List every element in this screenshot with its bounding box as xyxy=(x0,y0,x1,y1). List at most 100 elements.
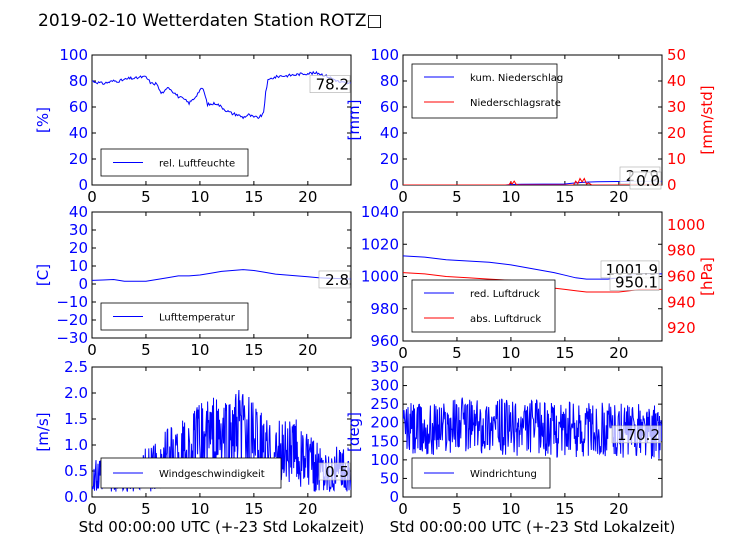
x-tick-label: 15 xyxy=(244,341,263,359)
y-tick-label: 50 xyxy=(380,469,399,487)
last-value-label-box xyxy=(318,270,351,289)
y-tick-label: 20 xyxy=(69,150,88,168)
y-axis-label: [mm] xyxy=(345,100,363,141)
y-tick-label: 100 xyxy=(370,451,399,469)
x-tick-label: 5 xyxy=(141,500,151,518)
legend-label: kum. Niederschlag xyxy=(470,73,563,84)
y-axis-label: [m/s] xyxy=(34,412,52,451)
y-tick-label: 1040 xyxy=(361,203,399,221)
y-axis-label: [deg] xyxy=(345,412,363,452)
panel-pressure: 960 980 1000 1020 1040 920 940 960 980 1000 0 5 10 15… xyxy=(361,203,716,362)
y-tick-label: 0.5 xyxy=(64,462,88,480)
y-tick-label: 1.0 xyxy=(64,436,88,454)
y-tick-label: 60 xyxy=(69,98,88,116)
y-tick-label: 20 xyxy=(380,150,399,168)
y-tick-label: 350 xyxy=(370,358,399,376)
y-right-axis-label: [mm/std] xyxy=(698,85,716,154)
y-tick-label: 2.0 xyxy=(64,384,88,402)
y-tick-label: 40 xyxy=(69,124,88,142)
y-tick-label: −20 xyxy=(56,311,88,329)
x-tick-label: 15 xyxy=(244,188,263,206)
x-tick-label: 20 xyxy=(609,500,628,518)
y-tick-label: 100 xyxy=(370,46,399,64)
x-tick-label: 5 xyxy=(452,500,462,518)
y-right-tick-label: 10 xyxy=(667,150,686,168)
panel-precipitation: 0 20 40 60 80 100 0 10 20 30 40 50 0 5 10 15 20 [mm] [mm/s… xyxy=(345,46,716,206)
series-line-1 xyxy=(403,397,662,459)
last-value-label-box xyxy=(611,425,662,444)
y-tick-label: 1.5 xyxy=(64,410,88,428)
y-tick-label: 0.0 xyxy=(64,488,88,506)
x-tick-label: 10 xyxy=(501,188,520,206)
y-tick-label: 0 xyxy=(389,488,399,506)
y-tick-label: 150 xyxy=(370,432,399,450)
y-tick-label: 60 xyxy=(380,98,399,116)
x-tick-label: 5 xyxy=(141,188,151,206)
y-tick-label: 2.5 xyxy=(64,358,88,376)
y-tick-label: 80 xyxy=(380,72,399,90)
last-value-label: 78.2 xyxy=(316,76,349,94)
series-line-1 xyxy=(92,269,351,282)
y-right-tick-label: 50 xyxy=(667,46,686,64)
legend-box xyxy=(411,63,558,119)
y-right-tick-label: 0 xyxy=(667,176,677,194)
x-tick-label: 0 xyxy=(398,344,408,362)
series-line-1 xyxy=(92,70,351,120)
y-tick-label: 80 xyxy=(69,72,88,90)
last-value-label-box xyxy=(309,75,351,93)
x-tick-label: 10 xyxy=(190,500,209,518)
y-right-tick-label: 40 xyxy=(667,72,686,90)
legend-box xyxy=(411,279,556,333)
last-value-2-label-box xyxy=(629,171,662,190)
last-value-2-label: 0.0 xyxy=(636,172,660,190)
last-value-label-box xyxy=(318,462,351,481)
y-tick-label: 40 xyxy=(380,124,399,142)
series-line-2 xyxy=(403,177,662,185)
y-tick-label: 250 xyxy=(370,395,399,413)
y-tick-label: 1000 xyxy=(361,268,399,286)
y-tick-label: −30 xyxy=(56,329,88,347)
x-tick-label: 15 xyxy=(555,188,574,206)
x-tick-label: 20 xyxy=(609,344,628,362)
x-tick-label: 0 xyxy=(87,188,97,206)
x-tick-label: 0 xyxy=(87,341,97,359)
x-tick-label: 5 xyxy=(141,341,151,359)
y-tick-label: 40 xyxy=(69,203,88,221)
x-tick-label: 15 xyxy=(244,500,263,518)
legend-label: rel. Luftfeuchte xyxy=(159,159,235,170)
y-axis-label: [%] xyxy=(34,107,52,133)
x-tick-label: 15 xyxy=(555,500,574,518)
y-tick-label: 0 xyxy=(78,275,88,293)
x-tick-label: 10 xyxy=(501,500,520,518)
y-right-tick-label: 1000 xyxy=(667,216,705,234)
legend-label: Lufttemperatur xyxy=(159,313,236,324)
last-value-label: 0.5 xyxy=(325,463,349,481)
x-tick-label: 5 xyxy=(452,188,462,206)
y-tick-label: 300 xyxy=(370,377,399,395)
x-tick-label: 5 xyxy=(452,344,462,362)
y-right-tick-label: 960 xyxy=(667,268,696,286)
x-tick-label: 10 xyxy=(501,344,520,362)
legend-label: abs. Luftdruck xyxy=(470,314,541,325)
y-tick-label: 1020 xyxy=(361,235,399,253)
legend-label: red. Luftdruck xyxy=(470,289,540,300)
y-tick-label: 0 xyxy=(78,176,88,194)
legend-label: Windrichtung xyxy=(470,469,537,480)
y-tick-label: 200 xyxy=(370,414,399,432)
legend-label: Windgeschwindigkeit xyxy=(159,469,265,480)
figure-title: 2019-02-10 Wetterdaten Station ROTZ□ xyxy=(38,11,383,31)
y-tick-label: −10 xyxy=(56,293,88,311)
y-tick-label: 10 xyxy=(69,257,88,275)
y-tick-label: 0 xyxy=(389,176,399,194)
x-tick-label: 0 xyxy=(398,188,408,206)
y-tick-label: 980 xyxy=(370,300,399,318)
panel-windspeed: 0.0 0.5 1.0 1.5 2.0 2.5 0 5 10 15 20 [m/s] Std 00:00… xyxy=(34,358,364,536)
last-value-2-label-box xyxy=(609,273,660,291)
panel-humidity: 0 20 40 60 80 100 0 5 10 15 20 [%] rel. Luftfeuchte 7… xyxy=(34,46,352,206)
x-tick-label: 10 xyxy=(190,188,209,206)
y-right-tick-label: 30 xyxy=(667,98,686,116)
y-right-tick-label: 980 xyxy=(667,242,696,260)
y-right-tick-label: 20 xyxy=(667,124,686,142)
